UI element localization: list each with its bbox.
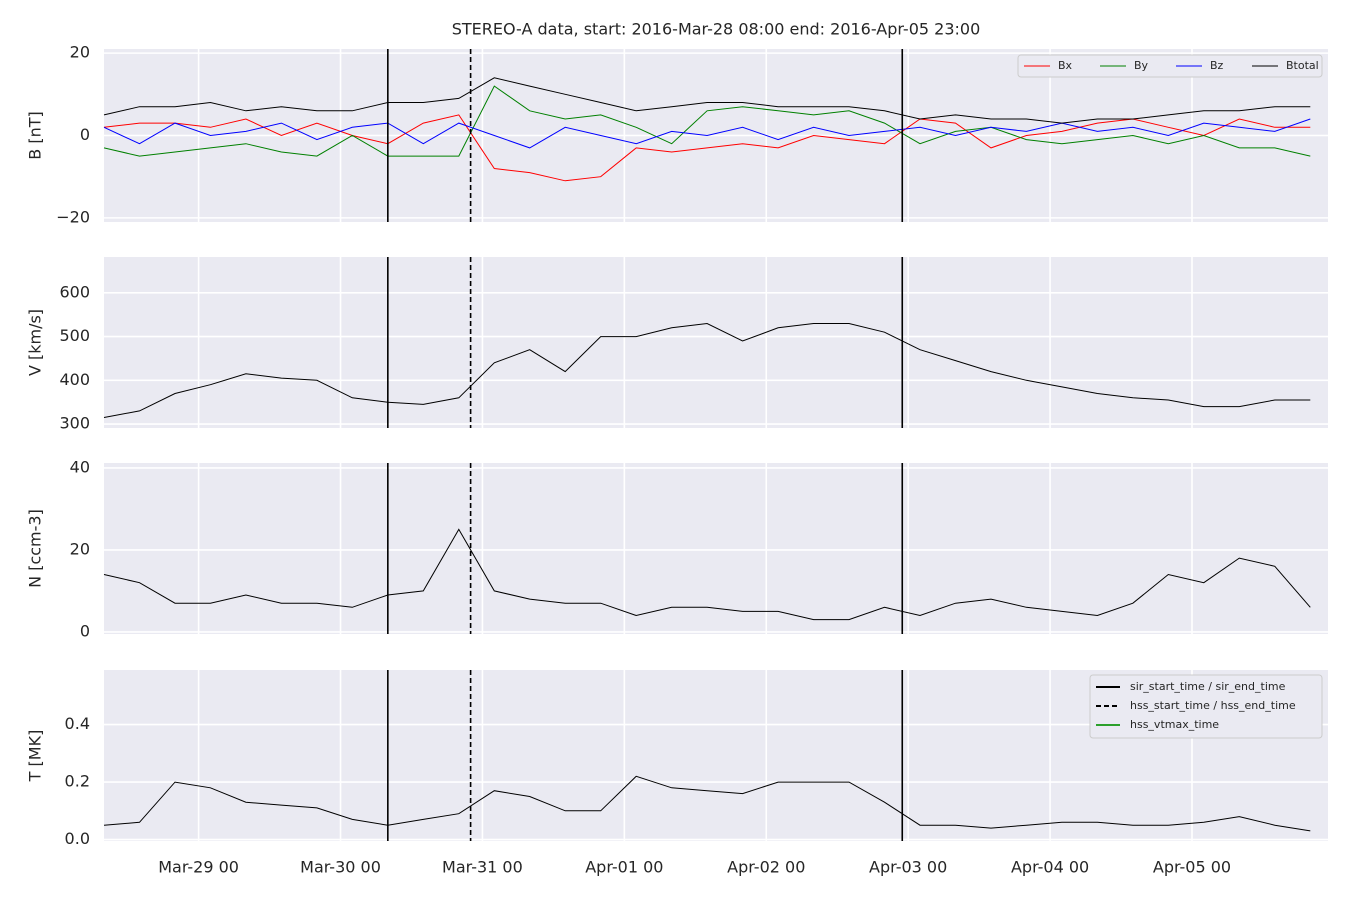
legend: sir_start_time / sir_end_time hss_start_t… [1089, 674, 1323, 739]
y-tick-label: 0 [80, 125, 90, 144]
y-axis-label: V [km/s] [26, 309, 45, 376]
plot-area [104, 463, 1328, 634]
data-line [103, 118, 1311, 149]
legend: Bx By Bz Btotal [1017, 54, 1323, 78]
legend-label: Bx [1058, 59, 1073, 72]
y-axis-label: B [nT] [26, 111, 45, 159]
y-tick-label: −20 [56, 207, 90, 226]
x-tick-label: Mar-31 00 [442, 858, 523, 877]
y-axis-label: N [ccm-3] [26, 509, 45, 588]
y-tick-label: 600 [59, 282, 90, 301]
y-tick-label: 0.0 [65, 829, 90, 848]
y-tick-label: 400 [59, 370, 90, 389]
x-tick-label: Apr-03 00 [869, 858, 947, 877]
y-tick-label: 0.4 [65, 714, 90, 733]
legend-label: sir_start_time / sir_end_time [1130, 680, 1286, 693]
y-tick-label: 20 [70, 43, 90, 62]
legend-box [1089, 674, 1323, 739]
plot-area [104, 257, 1328, 428]
chart-title: STEREO-A data, start: 2016-Mar-28 08:00 … [452, 20, 981, 39]
legend-label: Bz [1210, 59, 1224, 72]
y-tick-label: 0 [80, 621, 90, 640]
x-tick-label: Apr-01 00 [585, 858, 663, 877]
x-tick-label: Apr-04 00 [1011, 858, 1089, 877]
data-line [103, 528, 1311, 621]
x-tick-label: Apr-05 00 [1153, 858, 1231, 877]
x-tick-label: Apr-02 00 [727, 858, 805, 877]
x-tick-label: Mar-30 00 [300, 858, 381, 877]
data-line [103, 77, 1311, 124]
data-line [103, 322, 1311, 418]
y-tick-label: 40 [70, 457, 90, 476]
legend-box [1017, 54, 1323, 78]
data-line [103, 114, 1311, 182]
y-tick-label: 0.2 [65, 772, 90, 791]
legend-label: Btotal [1286, 59, 1319, 72]
y-axis-label: T [MK] [26, 730, 45, 783]
legend-label: hss_start_time / hss_end_time [1130, 699, 1296, 712]
x-tick-label: Mar-29 00 [158, 858, 239, 877]
legend-label: By [1134, 59, 1149, 72]
data-line [103, 85, 1311, 157]
legend-label: hss_vtmax_time [1130, 718, 1219, 731]
data-line [103, 775, 1311, 832]
y-tick-label: 500 [59, 326, 90, 345]
y-tick-label: 300 [59, 414, 90, 433]
y-tick-label: 20 [70, 539, 90, 558]
